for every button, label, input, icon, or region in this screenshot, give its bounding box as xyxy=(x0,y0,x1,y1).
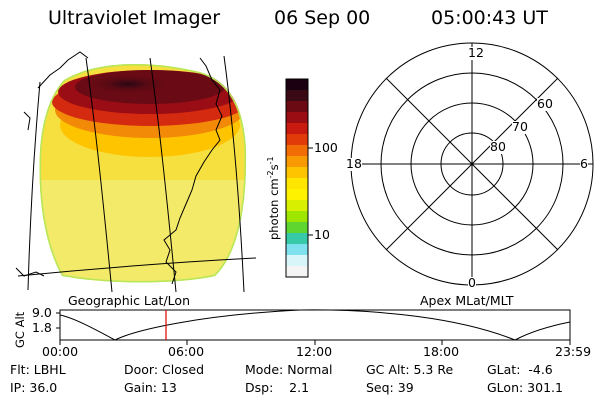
colorbar-segment xyxy=(286,178,308,190)
gc-alt-axis-label: GC Alt xyxy=(13,311,27,348)
colorbar-segment xyxy=(286,79,308,91)
colorbar-segment xyxy=(286,101,308,113)
colorbar-segment xyxy=(286,112,308,124)
seq-status: Seq: 39 xyxy=(366,380,414,395)
mlt-label-0: 0 xyxy=(468,275,476,290)
door-status: Door: Closed xyxy=(124,362,205,377)
colorbar-tick-10: 10 xyxy=(314,227,330,242)
time-tick-0000: 00:00 xyxy=(42,344,79,359)
glon-status: GLon: 301.1 xyxy=(487,380,563,395)
time-tick-0600: 06:00 xyxy=(168,344,205,359)
gain-status: Gain: 13 xyxy=(124,380,177,395)
dsp-status: Dsp: 2.1 xyxy=(245,380,310,395)
mlt-label-6: 6 xyxy=(580,156,588,171)
colorbar-segment xyxy=(286,145,308,157)
ip-status: IP: 36.0 xyxy=(10,380,58,395)
time-tick-2359: 23:59 xyxy=(555,344,592,359)
timeline-left-label: Geographic Lat/Lon xyxy=(68,293,190,308)
altitude-curve xyxy=(59,309,571,341)
colorbar-segment xyxy=(286,123,308,135)
time-tick-1800: 18:00 xyxy=(423,344,460,359)
colorbar-segment xyxy=(286,134,308,146)
alt-tick-9: 9.0 xyxy=(32,305,52,320)
instrument-title: Ultraviolet Imager xyxy=(48,7,221,29)
colorbar-segment xyxy=(286,189,308,201)
alt-tick-1-8: 1.8 xyxy=(32,320,52,335)
colorbar-segment xyxy=(286,167,308,179)
glat-status: GLat: -4.6 xyxy=(487,362,553,377)
timeline-right-label: Apex MLat/MLT xyxy=(420,293,514,308)
colorbar-segment xyxy=(286,156,308,168)
mlat-label-70: 70 xyxy=(512,119,528,134)
filter-status: Flt: LBHL xyxy=(10,362,66,377)
colorbar-tick-100: 100 xyxy=(314,140,338,155)
colorbar-segment xyxy=(286,266,308,278)
mlt-label-18: 18 xyxy=(346,156,362,171)
colorbar-segment xyxy=(286,90,308,102)
mlt-label-12: 12 xyxy=(468,45,484,60)
mlat-label-80: 80 xyxy=(490,139,506,154)
colorbar-segment xyxy=(286,200,308,212)
date-label: 06 Sep 00 xyxy=(274,7,371,29)
colorbar-segment xyxy=(286,222,308,234)
time-tick-1200: 12:00 xyxy=(296,344,333,359)
colorbar-segment xyxy=(286,244,308,256)
mlat-label-60: 60 xyxy=(537,96,553,111)
colorbar-segment xyxy=(286,233,308,245)
latlon-grid xyxy=(17,55,257,293)
timeline-frame xyxy=(59,309,571,341)
mode-status: Mode: Normal xyxy=(245,362,333,377)
gc-alt-status: GC Alt: 5.3 Re xyxy=(366,362,454,377)
time-label: 05:00:43 UT xyxy=(431,7,548,29)
polar-diagonal-2 xyxy=(385,77,559,251)
colorbar-segment xyxy=(286,255,308,267)
colorbar-segment xyxy=(286,211,308,223)
